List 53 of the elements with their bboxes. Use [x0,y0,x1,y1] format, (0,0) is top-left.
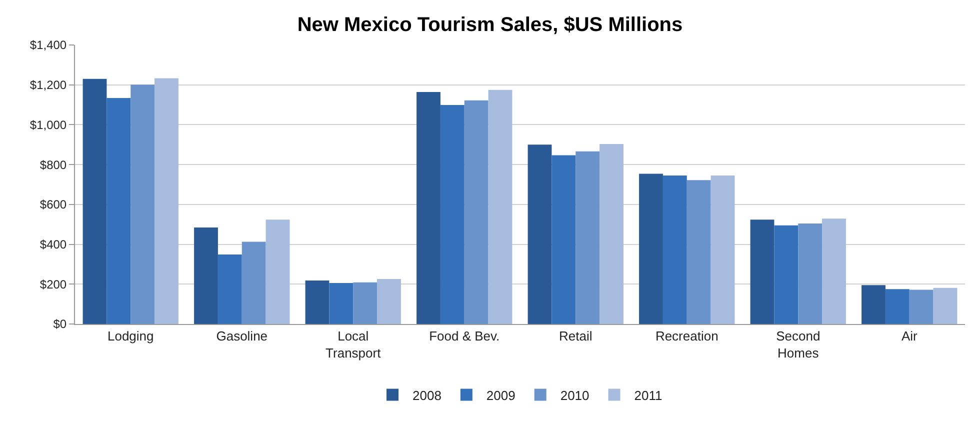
legend-label: 2008 [412,388,442,403]
chart-title: New Mexico Tourism Sales, $US Millions [297,14,683,36]
bar [266,220,290,324]
x-tick-label: Gasoline [216,328,268,344]
bar [305,280,330,324]
x-tick-label: Lodging [107,328,154,344]
bar [710,176,735,324]
y-tick-label: $1,400 [30,38,67,52]
bar [933,288,958,324]
y-tick-label: $400 [40,237,67,252]
bar [440,104,464,324]
bar [662,176,687,324]
legend-label: 2011 [634,388,662,403]
y-tick-label: $800 [40,158,67,172]
bar [822,218,846,324]
bar [686,180,711,324]
bar [377,278,401,324]
bar [528,144,552,324]
bar [242,242,266,324]
bar [552,155,576,324]
bar [862,285,886,324]
y-tick-label: $1,200 [30,78,67,92]
x-tick-label: Food & Bev. [429,328,500,344]
bar [194,228,218,324]
bar [329,282,354,324]
y-tick-label: $600 [40,198,67,212]
bar [885,289,910,324]
bar [798,224,822,324]
bar [750,220,774,324]
bar [154,78,178,324]
bar [82,78,107,324]
y-tick-label: $200 [40,277,67,292]
bar [416,92,440,324]
bar [576,151,600,324]
bar [774,225,798,324]
bar [639,174,663,324]
legend-label: 2010 [560,388,590,403]
bar [909,290,934,324]
x-tick-label: Second Homes [776,328,820,360]
legend-label: 2009 [486,388,516,403]
x-tick-label: Air [901,328,918,344]
bar [488,90,512,324]
x-tick-label: Local Transport [326,328,382,360]
x-tick-label: Recreation [655,328,718,344]
bar [218,254,242,324]
bar [130,84,155,324]
bar [464,100,488,324]
x-tick-label: Retail [559,328,592,344]
bar [600,144,624,324]
bar [106,98,131,324]
y-tick-label: $1,000 [30,118,67,132]
y-tick-label: $0 [53,317,67,332]
bar [353,282,378,324]
